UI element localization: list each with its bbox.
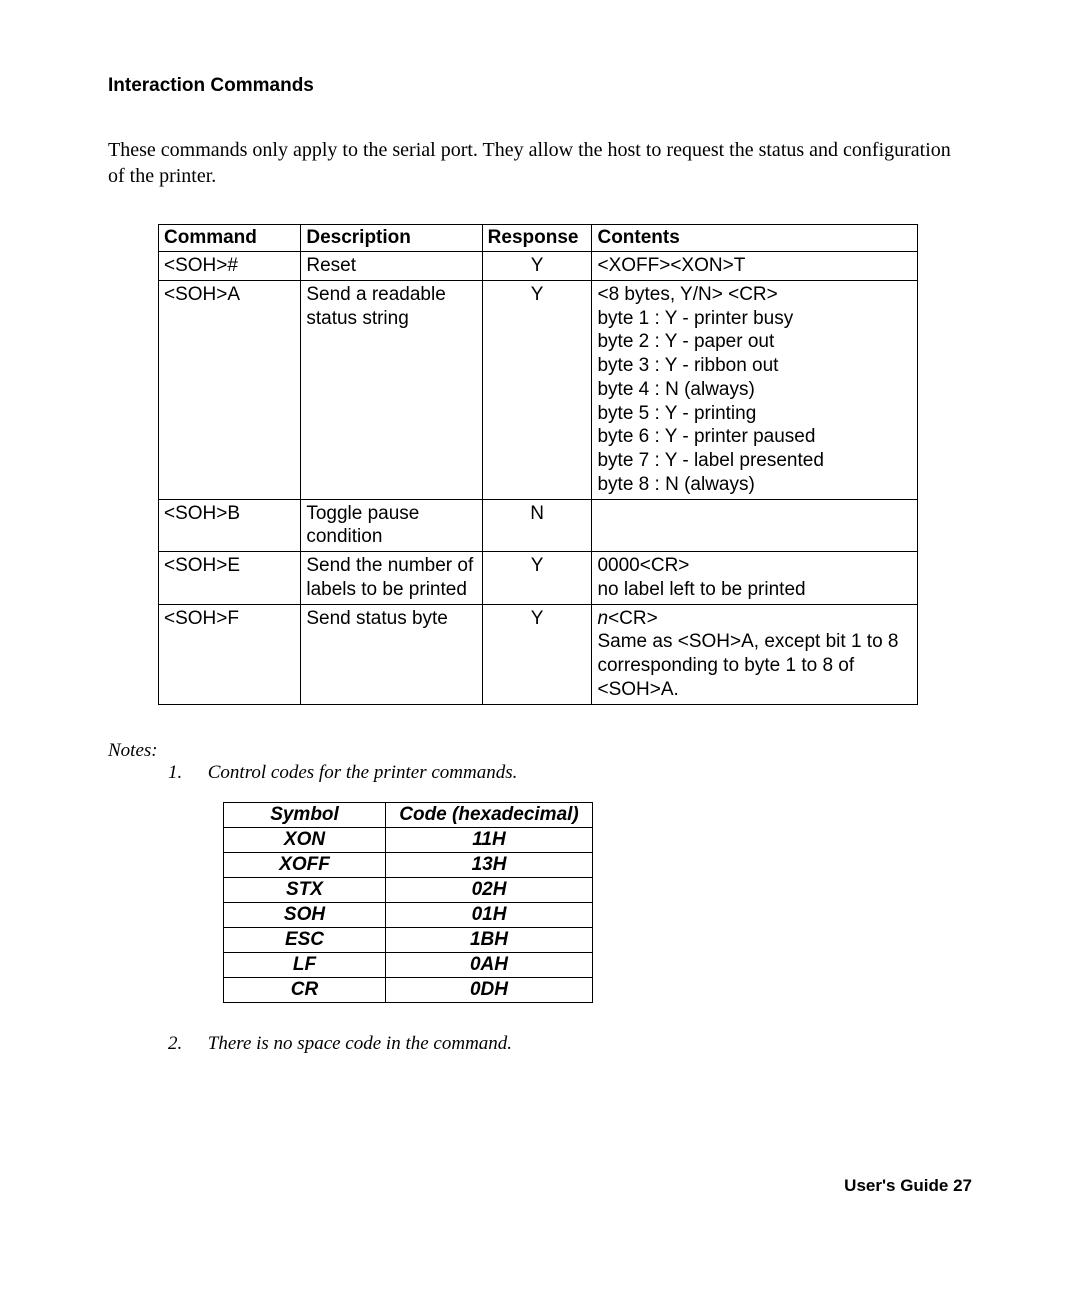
section-title: Interaction Commands <box>108 75 972 97</box>
page-footer: User's Guide 27 <box>844 1176 972 1196</box>
cell-description: Toggle pause condition <box>301 499 482 552</box>
commands-table: Command Description Response Contents <S… <box>158 224 918 705</box>
codes-cell-code: 11H <box>386 827 593 852</box>
cell-response: N <box>482 499 592 552</box>
table-row: <SOH>FSend status byteYn<CR> Same as <SO… <box>159 604 918 704</box>
codes-cell-code: 1BH <box>386 927 593 952</box>
note-1-text: Control codes for the printer commands. <box>208 762 518 783</box>
codes-cell-code: 0DH <box>386 977 593 1002</box>
codes-row: ESC1BH <box>224 927 593 952</box>
codes-cell-symbol: CR <box>224 977 386 1002</box>
note-2: 2. There is no space code in the command… <box>168 1033 972 1055</box>
cell-command: <SOH># <box>159 252 301 281</box>
cell-description: Reset <box>301 252 482 281</box>
codes-header-code: Code (hexadecimal) <box>386 802 593 827</box>
header-description: Description <box>301 225 482 252</box>
header-response: Response <box>482 225 592 252</box>
codes-cell-code: 01H <box>386 902 593 927</box>
codes-row: SOH01H <box>224 902 593 927</box>
cell-response: Y <box>482 280 592 499</box>
cell-description: Send a readable status string <box>301 280 482 499</box>
codes-row: LF0AH <box>224 952 593 977</box>
intro-paragraph: These commands only apply to the serial … <box>108 137 972 189</box>
codes-cell-symbol: STX <box>224 877 386 902</box>
codes-cell-symbol: SOH <box>224 902 386 927</box>
table-row: <SOH>BToggle pause conditionN <box>159 499 918 552</box>
cell-command: <SOH>B <box>159 499 301 552</box>
cell-response: Y <box>482 552 592 605</box>
cell-command: <SOH>F <box>159 604 301 704</box>
cell-response: Y <box>482 604 592 704</box>
cell-contents: <8 bytes, Y/N> <CR> byte 1 : Y - printer… <box>592 280 918 499</box>
codes-header-row: Symbol Code (hexadecimal) <box>224 802 593 827</box>
cell-response: Y <box>482 252 592 281</box>
cell-description: Send status byte <box>301 604 482 704</box>
codes-row: XON11H <box>224 827 593 852</box>
codes-row: XOFF13H <box>224 852 593 877</box>
header-command: Command <box>159 225 301 252</box>
table-header-row: Command Description Response Contents <box>159 225 918 252</box>
codes-header-symbol: Symbol <box>224 802 386 827</box>
note-1: 1. Control codes for the printer command… <box>168 762 972 784</box>
control-codes-table: Symbol Code (hexadecimal) XON11HXOFF13HS… <box>223 802 593 1003</box>
cell-contents <box>592 499 918 552</box>
codes-cell-symbol: ESC <box>224 927 386 952</box>
codes-cell-symbol: LF <box>224 952 386 977</box>
codes-cell-code: 13H <box>386 852 593 877</box>
codes-row: STX02H <box>224 877 593 902</box>
codes-cell-symbol: XON <box>224 827 386 852</box>
table-row: <SOH>ASend a readable status stringY<8 b… <box>159 280 918 499</box>
note-2-number: 2. <box>168 1033 203 1055</box>
notes-label: Notes: <box>108 740 972 762</box>
table-row: <SOH>ESend the number of labels to be pr… <box>159 552 918 605</box>
cell-contents: n<CR> Same as <SOH>A, except bit 1 to 8 … <box>592 604 918 704</box>
cell-contents: <XOFF><XON>T <box>592 252 918 281</box>
note-1-number: 1. <box>168 762 203 784</box>
header-contents: Contents <box>592 225 918 252</box>
codes-cell-symbol: XOFF <box>224 852 386 877</box>
cell-command: <SOH>E <box>159 552 301 605</box>
codes-row: CR0DH <box>224 977 593 1002</box>
table-row: <SOH>#ResetY<XOFF><XON>T <box>159 252 918 281</box>
cell-command: <SOH>A <box>159 280 301 499</box>
cell-description: Send the number of labels to be printed <box>301 552 482 605</box>
cell-contents: 0000<CR> no label left to be printed <box>592 552 918 605</box>
note-2-text: There is no space code in the command. <box>208 1033 512 1054</box>
codes-cell-code: 0AH <box>386 952 593 977</box>
codes-cell-code: 02H <box>386 877 593 902</box>
